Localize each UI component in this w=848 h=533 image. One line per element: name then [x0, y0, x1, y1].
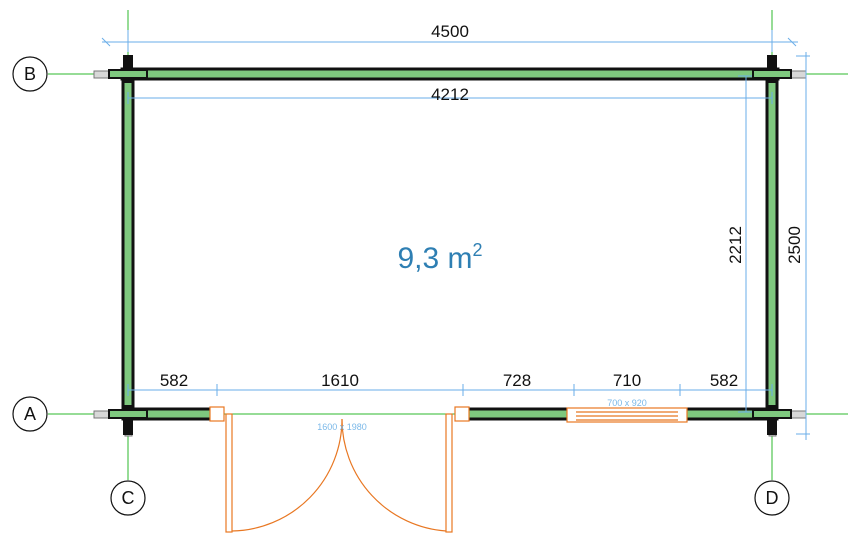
window-label: 700 x 920	[607, 398, 647, 408]
area-value: 9,3 m	[397, 242, 472, 275]
area-label: 9,3 m2	[397, 240, 482, 275]
svg-text:A: A	[24, 404, 36, 424]
dim-front-5: 582	[710, 371, 738, 390]
door-label: 1600 x 1980	[317, 422, 367, 432]
walls	[108, 55, 792, 435]
dim-front-2: 1610	[321, 371, 359, 390]
dim-outer-width: 4500	[431, 22, 469, 41]
grid-bubble-d: D	[754, 480, 790, 516]
svg-text:C: C	[122, 488, 135, 508]
wall-right	[765, 67, 779, 421]
dim-inner-depth: 2212	[726, 226, 745, 264]
window	[566, 407, 688, 423]
svg-text:D: D	[766, 488, 779, 508]
dim-front-1: 582	[160, 371, 188, 390]
dim-front-3: 728	[503, 371, 531, 390]
wall-top	[120, 67, 780, 81]
wall-left	[121, 67, 135, 421]
double-door	[209, 406, 470, 533]
grid-bubble-c: C	[110, 480, 146, 516]
svg-text:B: B	[24, 64, 36, 84]
dim-front-4: 710	[613, 371, 641, 390]
area-unit-sup: 2	[473, 240, 483, 260]
dim-outer-depth: 2500	[785, 226, 804, 264]
dim-inner-width: 4212	[431, 85, 469, 104]
grid-bubble-b: B	[12, 56, 48, 92]
wall-bottom-middle	[458, 407, 574, 421]
grid-bubble-a: A	[12, 396, 48, 432]
dimension-lines	[101, 30, 810, 440]
